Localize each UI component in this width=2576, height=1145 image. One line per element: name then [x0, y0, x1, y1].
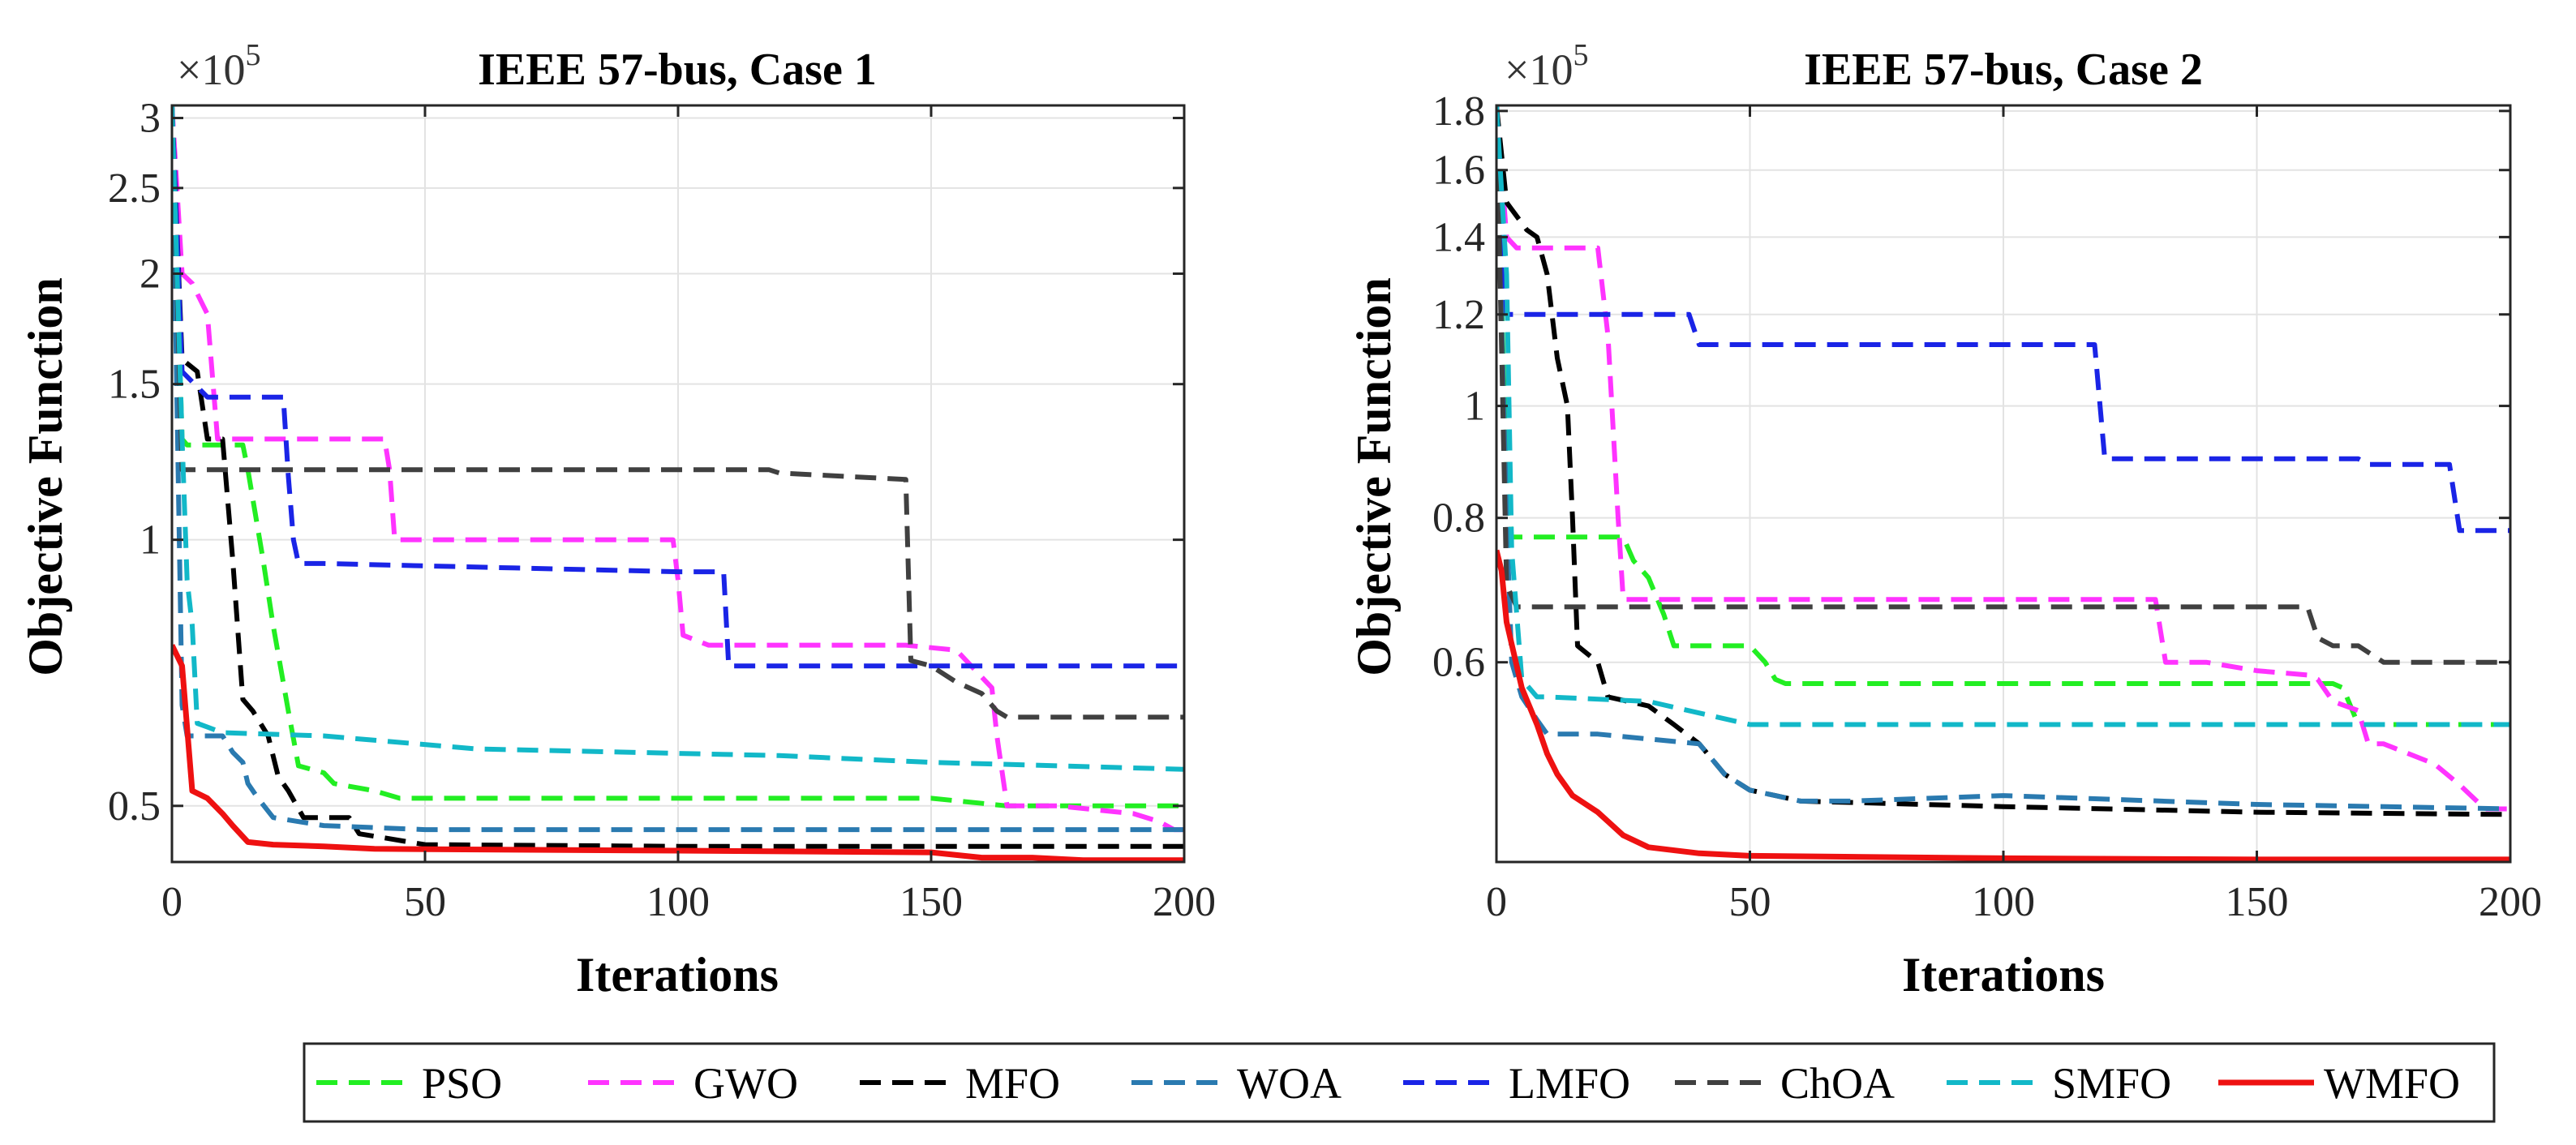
y-axis-label: Objective Function — [19, 277, 72, 676]
y-tick-label: 0.5 — [108, 783, 161, 830]
y-tick-label: 1.5 — [108, 362, 161, 408]
legend-label: WOA — [1237, 1059, 1342, 1108]
y-tick-label: 1 — [140, 517, 161, 564]
x-tick-label: 150 — [899, 879, 963, 925]
y-tick-label: 2 — [140, 251, 161, 297]
series-line-mfo — [1496, 105, 2510, 817]
y-tick-label: 1.2 — [1432, 292, 1485, 338]
legend-item-gwo: GWO — [588, 1059, 798, 1108]
x-tick-label: 50 — [404, 879, 446, 925]
legend-label: MFO — [965, 1059, 1060, 1108]
legend-item-mfo: MFO — [860, 1059, 1060, 1108]
series-line-smfo — [172, 105, 1184, 772]
series-line-lmfo — [1496, 105, 2510, 534]
x-tick-label: 100 — [646, 879, 710, 925]
legend-label: WMFO — [2324, 1059, 2460, 1108]
legend-label: SMFO — [2052, 1059, 2171, 1108]
legend-item-woa: WOA — [1131, 1059, 1342, 1108]
series-line-pso — [1496, 105, 2510, 727]
x-tick-label: 0 — [1486, 879, 1507, 925]
series-line-woa — [1496, 105, 2510, 812]
x-axis-label: Iterations — [1902, 948, 2105, 1001]
x-tick-label: 50 — [1729, 879, 1771, 925]
legend-item-wmfo: WMFO — [2218, 1059, 2460, 1108]
series-line-choa — [1496, 105, 2510, 665]
x-tick-label: 150 — [2226, 879, 2289, 925]
y-tick-label: 0.8 — [1432, 495, 1485, 542]
series-line-gwo — [172, 105, 1184, 833]
series-line-smfo — [1496, 105, 2510, 727]
x-tick-label: 0 — [161, 879, 182, 925]
chart-panel-case-2: IEEE 57-bus, Case 2 ×105 Objective Funct… — [1347, 38, 2542, 1001]
legend-item-choa: ChOA — [1675, 1059, 1895, 1108]
chart-panel-case-1: IEEE 57-bus, Case 1 ×105 Objective Funct… — [19, 38, 1216, 1001]
legend-item-lmfo: LMFO — [1403, 1059, 1630, 1108]
y-tick-label: 0.6 — [1432, 640, 1485, 686]
y-tick-label: 1 — [1464, 384, 1485, 430]
series-line-wmfo — [1496, 549, 2510, 863]
series-line-choa — [172, 105, 1184, 720]
x-axis-label: Iterations — [576, 948, 779, 1001]
y-axis-label: Objective Function — [1347, 277, 1401, 676]
y-tick-label: 3 — [140, 96, 161, 142]
x-tick-label: 200 — [2479, 879, 2542, 925]
series-line-mfo — [172, 105, 1184, 849]
plot-area: 0 50 100 150 200 0.5 1 1.5 2 2.5 3 — [108, 96, 1216, 925]
series-line-lmfo — [172, 105, 1184, 669]
y-multiplier: ×105 — [177, 38, 260, 94]
y-tick-label: 1.8 — [1432, 88, 1485, 135]
y-tick-label: 2.5 — [108, 165, 161, 212]
y-multiplier: ×105 — [1505, 38, 1588, 94]
legend-label: ChOA — [1780, 1059, 1895, 1108]
plot-area: 0 50 100 150 200 0.6 0.8 1 1.2 1.4 1.6 1.8 — [1432, 88, 2542, 925]
legend-item-smfo: SMFO — [1947, 1059, 2171, 1108]
series-line-wmfo — [172, 644, 1184, 864]
legend: PSO GWO MFO WOA LMFO ChOA SMFO WMFO — [303, 1042, 2496, 1123]
x-tick-label: 100 — [1972, 879, 2035, 925]
y-tick-label: 1.6 — [1432, 148, 1485, 194]
legend-label: GWO — [693, 1059, 798, 1108]
chart-title: IEEE 57-bus, Case 1 — [478, 45, 877, 95]
series-line-pso — [172, 105, 1184, 808]
legend-label: PSO — [422, 1059, 502, 1108]
legend-item-pso: PSO — [316, 1059, 502, 1108]
chart-title: IEEE 57-bus, Case 2 — [1804, 45, 2203, 95]
legend-label: LMFO — [1509, 1059, 1630, 1108]
x-tick-label: 200 — [1153, 879, 1216, 925]
series-line-gwo — [1496, 105, 2510, 812]
y-tick-label: 1.4 — [1432, 214, 1485, 260]
